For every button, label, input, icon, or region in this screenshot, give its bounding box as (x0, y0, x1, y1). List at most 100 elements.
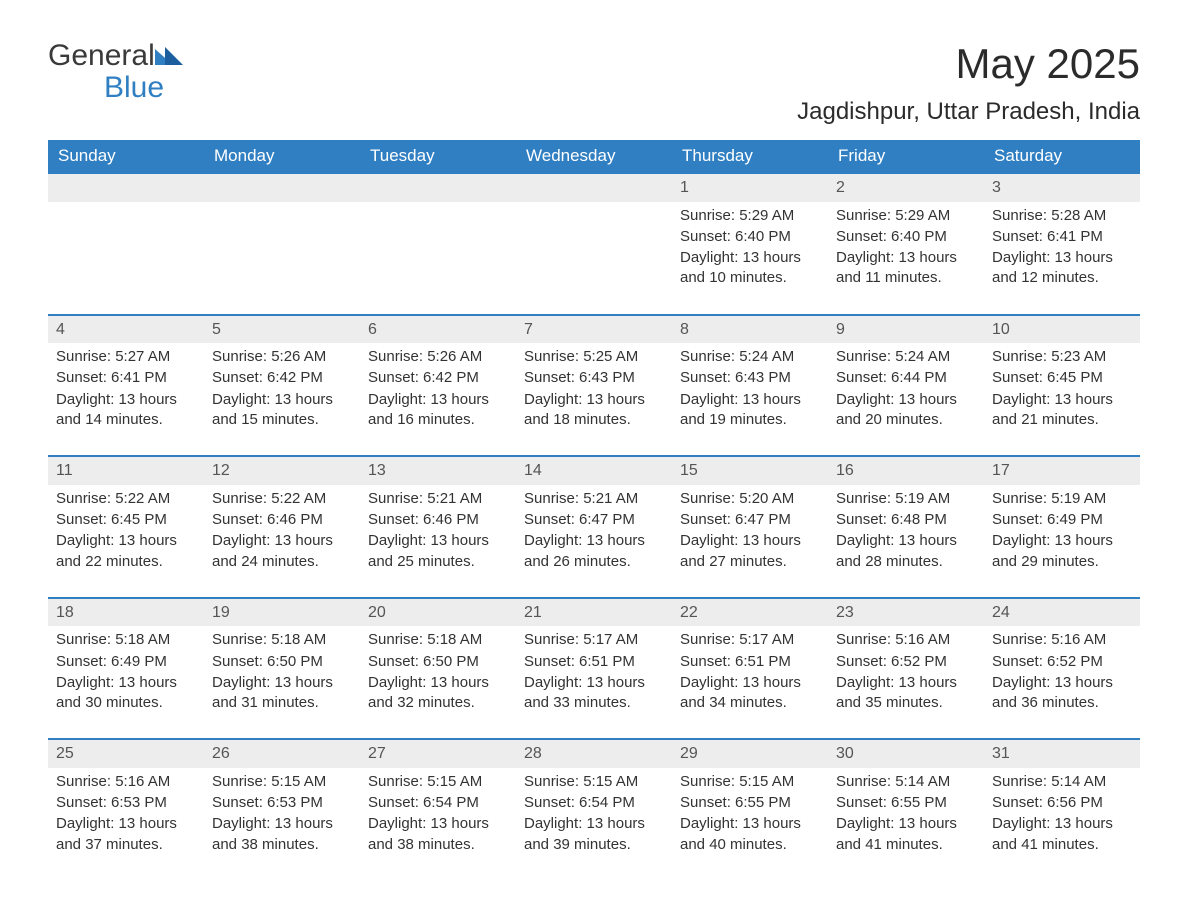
day-number: 23 (828, 599, 984, 627)
sunset-text: Sunset: 6:55 PM (680, 793, 820, 813)
week-row: 18Sunrise: 5:18 AMSunset: 6:49 PMDayligh… (48, 598, 1140, 740)
sunset-text: Sunset: 6:48 PM (836, 510, 976, 530)
weekday-header: Monday (204, 140, 360, 173)
day-number: 7 (516, 316, 672, 344)
day-cell: 5Sunrise: 5:26 AMSunset: 6:42 PMDaylight… (204, 315, 360, 457)
weekday-header: Saturday (984, 140, 1140, 173)
sunrise-text: Sunrise: 5:26 AM (368, 347, 508, 367)
week-row: 4Sunrise: 5:27 AMSunset: 6:41 PMDaylight… (48, 315, 1140, 457)
day-body: Sunrise: 5:26 AMSunset: 6:42 PMDaylight:… (360, 343, 516, 430)
sunrise-text: Sunrise: 5:29 AM (680, 206, 820, 226)
sunset-text: Sunset: 6:40 PM (836, 227, 976, 247)
day-number: 5 (204, 316, 360, 344)
sunset-text: Sunset: 6:54 PM (368, 793, 508, 813)
brand-logo: General Blue (48, 40, 183, 103)
sunrise-text: Sunrise: 5:16 AM (836, 630, 976, 650)
daylight-text: Daylight: 13 hours and 32 minutes. (368, 673, 508, 714)
sunrise-text: Sunrise: 5:17 AM (524, 630, 664, 650)
sunset-text: Sunset: 6:47 PM (524, 510, 664, 530)
day-body (360, 202, 516, 282)
day-body: Sunrise: 5:19 AMSunset: 6:49 PMDaylight:… (984, 485, 1140, 572)
day-cell: 29Sunrise: 5:15 AMSunset: 6:55 PMDayligh… (672, 739, 828, 880)
day-number: 3 (984, 174, 1140, 202)
sunrise-text: Sunrise: 5:21 AM (368, 489, 508, 509)
weekday-header: Wednesday (516, 140, 672, 173)
day-number: 16 (828, 457, 984, 485)
day-number: 22 (672, 599, 828, 627)
day-body (48, 202, 204, 282)
day-body: Sunrise: 5:16 AMSunset: 6:52 PMDaylight:… (984, 626, 1140, 713)
day-cell: 14Sunrise: 5:21 AMSunset: 6:47 PMDayligh… (516, 456, 672, 598)
day-number: 27 (360, 740, 516, 768)
sunset-text: Sunset: 6:52 PM (836, 652, 976, 672)
day-number: 1 (672, 174, 828, 202)
sunrise-text: Sunrise: 5:22 AM (212, 489, 352, 509)
daylight-text: Daylight: 13 hours and 18 minutes. (524, 390, 664, 431)
day-cell: 28Sunrise: 5:15 AMSunset: 6:54 PMDayligh… (516, 739, 672, 880)
day-number (48, 174, 204, 202)
daylight-text: Daylight: 13 hours and 34 minutes. (680, 673, 820, 714)
week-row: 11Sunrise: 5:22 AMSunset: 6:45 PMDayligh… (48, 456, 1140, 598)
daylight-text: Daylight: 13 hours and 38 minutes. (212, 814, 352, 855)
day-body: Sunrise: 5:29 AMSunset: 6:40 PMDaylight:… (672, 202, 828, 289)
day-number: 30 (828, 740, 984, 768)
page-header: General Blue May 2025 Jagdishpur, Uttar … (48, 40, 1140, 126)
sunrise-text: Sunrise: 5:15 AM (524, 772, 664, 792)
daylight-text: Daylight: 13 hours and 41 minutes. (836, 814, 976, 855)
day-number (204, 174, 360, 202)
day-body: Sunrise: 5:16 AMSunset: 6:52 PMDaylight:… (828, 626, 984, 713)
day-body: Sunrise: 5:15 AMSunset: 6:54 PMDaylight:… (516, 768, 672, 855)
day-body: Sunrise: 5:15 AMSunset: 6:53 PMDaylight:… (204, 768, 360, 855)
daylight-text: Daylight: 13 hours and 12 minutes. (992, 248, 1132, 289)
day-body: Sunrise: 5:18 AMSunset: 6:49 PMDaylight:… (48, 626, 204, 713)
day-body: Sunrise: 5:18 AMSunset: 6:50 PMDaylight:… (360, 626, 516, 713)
sunset-text: Sunset: 6:53 PM (56, 793, 196, 813)
day-body: Sunrise: 5:22 AMSunset: 6:45 PMDaylight:… (48, 485, 204, 572)
day-number: 24 (984, 599, 1140, 627)
day-number: 11 (48, 457, 204, 485)
brand-part2: Blue (48, 71, 164, 104)
daylight-text: Daylight: 13 hours and 14 minutes. (56, 390, 196, 431)
day-body: Sunrise: 5:28 AMSunset: 6:41 PMDaylight:… (984, 202, 1140, 289)
day-number: 8 (672, 316, 828, 344)
sunset-text: Sunset: 6:44 PM (836, 368, 976, 388)
sunrise-text: Sunrise: 5:19 AM (992, 489, 1132, 509)
sunset-text: Sunset: 6:52 PM (992, 652, 1132, 672)
sunset-text: Sunset: 6:51 PM (680, 652, 820, 672)
day-number: 26 (204, 740, 360, 768)
day-body: Sunrise: 5:14 AMSunset: 6:56 PMDaylight:… (984, 768, 1140, 855)
day-body: Sunrise: 5:19 AMSunset: 6:48 PMDaylight:… (828, 485, 984, 572)
weekday-header: Sunday (48, 140, 204, 173)
daylight-text: Daylight: 13 hours and 29 minutes. (992, 531, 1132, 572)
day-number: 31 (984, 740, 1140, 768)
day-body: Sunrise: 5:20 AMSunset: 6:47 PMDaylight:… (672, 485, 828, 572)
day-cell: 3Sunrise: 5:28 AMSunset: 6:41 PMDaylight… (984, 173, 1140, 315)
day-cell: 11Sunrise: 5:22 AMSunset: 6:45 PMDayligh… (48, 456, 204, 598)
day-number (516, 174, 672, 202)
daylight-text: Daylight: 13 hours and 20 minutes. (836, 390, 976, 431)
day-cell: 9Sunrise: 5:24 AMSunset: 6:44 PMDaylight… (828, 315, 984, 457)
day-body: Sunrise: 5:16 AMSunset: 6:53 PMDaylight:… (48, 768, 204, 855)
sunrise-text: Sunrise: 5:19 AM (836, 489, 976, 509)
day-body: Sunrise: 5:25 AMSunset: 6:43 PMDaylight:… (516, 343, 672, 430)
day-body: Sunrise: 5:21 AMSunset: 6:47 PMDaylight:… (516, 485, 672, 572)
daylight-text: Daylight: 13 hours and 41 minutes. (992, 814, 1132, 855)
daylight-text: Daylight: 13 hours and 19 minutes. (680, 390, 820, 431)
day-number: 25 (48, 740, 204, 768)
sunrise-text: Sunrise: 5:17 AM (680, 630, 820, 650)
daylight-text: Daylight: 13 hours and 28 minutes. (836, 531, 976, 572)
day-number: 18 (48, 599, 204, 627)
day-body: Sunrise: 5:17 AMSunset: 6:51 PMDaylight:… (672, 626, 828, 713)
day-number: 9 (828, 316, 984, 344)
day-cell: 23Sunrise: 5:16 AMSunset: 6:52 PMDayligh… (828, 598, 984, 740)
day-cell: 22Sunrise: 5:17 AMSunset: 6:51 PMDayligh… (672, 598, 828, 740)
sunset-text: Sunset: 6:46 PM (212, 510, 352, 530)
sunrise-text: Sunrise: 5:14 AM (836, 772, 976, 792)
day-body: Sunrise: 5:21 AMSunset: 6:46 PMDaylight:… (360, 485, 516, 572)
sunset-text: Sunset: 6:43 PM (680, 368, 820, 388)
daylight-text: Daylight: 13 hours and 40 minutes. (680, 814, 820, 855)
sunrise-text: Sunrise: 5:15 AM (680, 772, 820, 792)
day-cell: 25Sunrise: 5:16 AMSunset: 6:53 PMDayligh… (48, 739, 204, 880)
sunrise-text: Sunrise: 5:25 AM (524, 347, 664, 367)
sunrise-text: Sunrise: 5:21 AM (524, 489, 664, 509)
